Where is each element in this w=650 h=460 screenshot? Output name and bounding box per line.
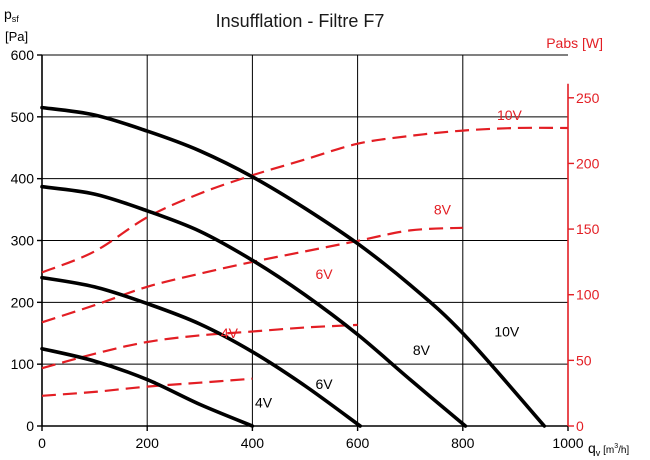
- x-axis-ticks: 0 200 400 600 800 1000: [38, 426, 584, 451]
- x-axis-label-main: q: [588, 440, 596, 456]
- pressure-line-10v: [40, 105, 547, 428]
- x-tick-label: 200: [136, 435, 160, 451]
- y-right-tick-label: 100: [576, 287, 600, 303]
- y-left-axis-label: psf: [4, 6, 19, 24]
- power-label-6v: 6V: [316, 266, 334, 282]
- y-right-tick-label: 150: [576, 221, 600, 237]
- power-line-4v: [41, 377, 253, 397]
- pressure-series: [40, 105, 547, 428]
- power-label-4v: 4V: [221, 325, 239, 341]
- y-left-axis-unit: [Pa]: [5, 29, 28, 44]
- x-axis-label-unit-sup: 3: [614, 443, 618, 450]
- x-tick-label: 1000: [552, 435, 583, 451]
- y-left-tick-label: 600: [11, 47, 35, 63]
- x-tick-label: 800: [451, 435, 475, 451]
- chart-title: Insufflation - Filtre F7: [216, 11, 385, 31]
- y-right-tick-label: 200: [576, 155, 600, 171]
- power-label-8v: 8V: [434, 202, 452, 218]
- x-tick-label: 600: [346, 435, 370, 451]
- y-left-tick-label: 100: [11, 356, 35, 372]
- pressure-label-10v: 10V: [494, 323, 520, 339]
- y-left-tick-label: 500: [11, 109, 35, 125]
- y-left-tick-label: 300: [11, 233, 35, 249]
- pressure-line-4v: [40, 346, 255, 428]
- power-label-10v: 10V: [497, 107, 523, 123]
- y-right-axis-ticks: 0 50 100 150 200 250: [568, 90, 600, 434]
- x-axis-label: qv [m3/h]: [588, 440, 629, 458]
- pressure-line-6v: [40, 275, 362, 428]
- y-left-axis-label-main: p: [4, 6, 12, 22]
- series-labels: 4V 6V 8V 10V 4V 6V 8V 10V: [221, 107, 523, 410]
- pressure-label-8v: 8V: [413, 342, 431, 358]
- y-right-tick-label: 0: [576, 418, 584, 434]
- pressure-label-4v: 4V: [255, 394, 273, 410]
- pressure-label-6v: 6V: [316, 376, 334, 392]
- y-left-tick-label: 0: [26, 418, 34, 434]
- pressure-line-8v: [40, 184, 468, 428]
- x-axis-label-unit-post: /h]: [618, 445, 629, 456]
- x-tick-label: 0: [38, 435, 46, 451]
- y-left-axis-label-sub: sf: [12, 14, 20, 24]
- y-right-axis-label: Pabs [W]: [546, 35, 603, 51]
- y-left-axis-ticks: 0 100 200 300 400 500 600: [11, 47, 42, 434]
- y-left-tick-label: 200: [11, 294, 35, 310]
- x-axis-label-unit: [m: [600, 445, 614, 456]
- power-series: [41, 126, 569, 397]
- y-right-tick-label: 50: [576, 352, 592, 368]
- x-tick-label: 400: [241, 435, 265, 451]
- power-line-6v: [41, 323, 358, 370]
- y-right-tick-label: 250: [576, 90, 600, 106]
- power-line-10v: [41, 126, 569, 274]
- y-left-tick-label: 400: [11, 171, 35, 187]
- x-axis-label-sub: v: [596, 448, 601, 458]
